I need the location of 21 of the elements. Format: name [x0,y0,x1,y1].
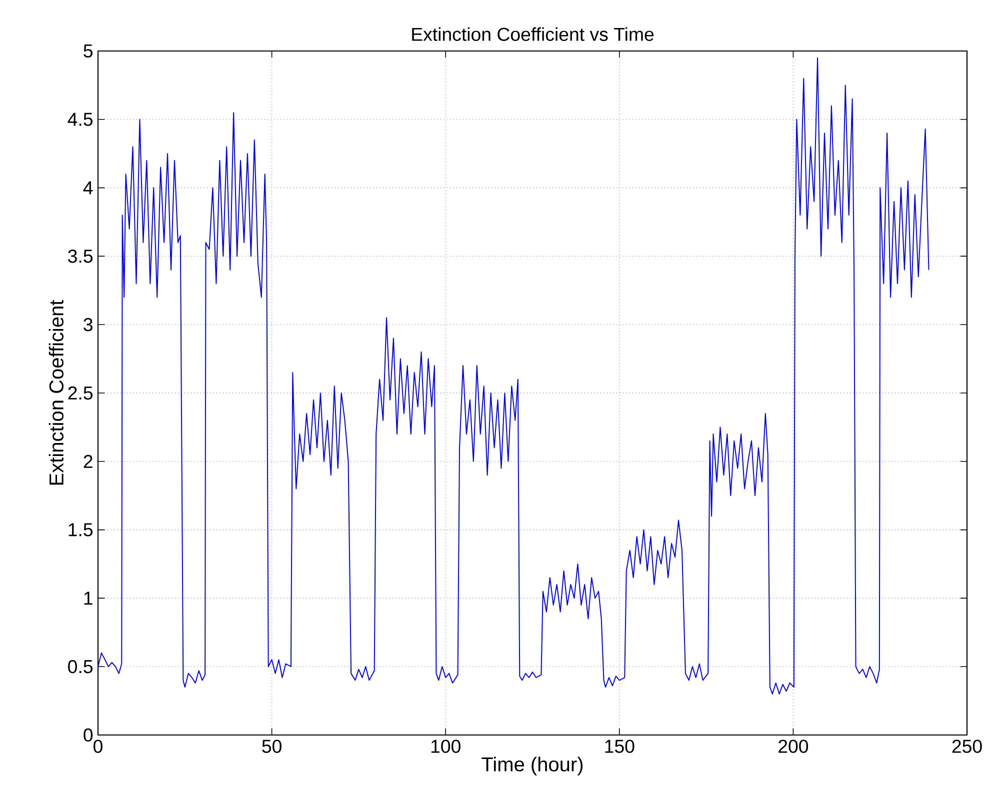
line-series [98,57,930,694]
y-tick-label: 2 [84,454,92,468]
y-tick-label: 1 [84,592,92,605]
y-tick-label: 0 [84,728,93,742]
y-tick-label: 2.5 [68,386,93,400]
x-tick-label: 250 [952,740,982,753]
x-tick-label: 150 [605,740,634,753]
x-tick-label: 50 [262,740,282,753]
x-tick-label: 0 [94,740,102,753]
x-tick-label: 200 [778,740,808,753]
y-tick-label: 4 [83,181,93,194]
y-tick-label: 0.5 [68,660,93,674]
y-axis-title: Extinction Coefficient [48,300,64,485]
x-tick-label: 100 [431,740,460,753]
chart-title: Extinction Coefficient vs Time [412,27,654,41]
y-tick-label: 1.5 [68,523,93,536]
y-tick-label: 3 [84,318,92,332]
x-axis-title: Time (hour) [482,756,583,776]
y-tick-label: 5 [84,44,93,58]
y-tick-label: 4.5 [68,112,93,126]
y-tick-label: 3.5 [68,250,93,263]
